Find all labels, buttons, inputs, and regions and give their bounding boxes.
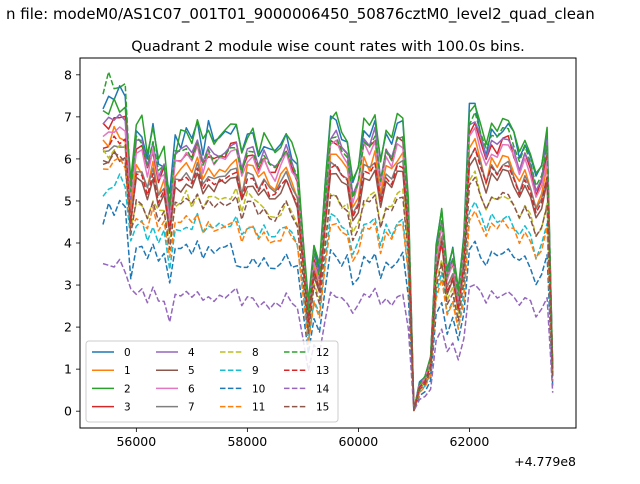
- x-tick-label: 56000: [116, 434, 156, 449]
- legend-label-15: 15: [316, 402, 329, 414]
- legend-box: [85, 340, 339, 423]
- legend-label-5: 5: [188, 365, 195, 377]
- legend-label-9: 9: [252, 365, 259, 377]
- series-line-9: [102, 173, 554, 412]
- legend-label-10: 10: [252, 383, 265, 395]
- y-tick-label: 0: [64, 404, 72, 419]
- y-tick-label: 4: [64, 236, 72, 251]
- y-tick-label: 6: [64, 151, 72, 166]
- series-line-2: [102, 98, 554, 411]
- legend-label-13: 13: [316, 365, 329, 377]
- series-line-15: [102, 152, 554, 412]
- series-line-5: [102, 149, 554, 412]
- suptitle: n file: modeM0/AS1C07_001T01_9000006450_…: [6, 5, 595, 24]
- y-tick-label: 1: [64, 362, 72, 377]
- legend-label-7: 7: [188, 402, 195, 414]
- x-tick-label: 58000: [227, 434, 267, 449]
- x-axis: 56000 58000 60000 62000: [116, 428, 489, 449]
- y-tick-label: 2: [64, 320, 72, 335]
- chart-title: Quadrant 2 module wise count rates with …: [131, 39, 525, 55]
- legend-label-4: 4: [188, 347, 195, 359]
- y-axis: 0 1 2 3 4 5 6 7 8: [64, 67, 80, 419]
- series-layer: [102, 71, 554, 412]
- legend-label-3: 3: [124, 402, 131, 414]
- series-line-10: [102, 199, 554, 412]
- x-tick-label: 62000: [450, 434, 490, 449]
- legend-label-8: 8: [252, 347, 259, 359]
- series-line-12: [102, 71, 554, 412]
- y-tick-label: 3: [64, 278, 72, 293]
- y-tick-label: 5: [64, 193, 72, 208]
- legend-label-14: 14: [316, 383, 330, 395]
- legend-label-1: 1: [124, 365, 131, 377]
- y-tick-label: 8: [64, 67, 72, 82]
- y-tick-label: 7: [64, 109, 72, 124]
- x-offset-text: +4.779e8: [514, 454, 576, 469]
- series-line-13: [102, 135, 554, 412]
- series-line-11: [102, 156, 554, 412]
- legend-label-2: 2: [124, 383, 131, 395]
- legend-label-11: 11: [252, 402, 265, 414]
- legend-label-6: 6: [188, 383, 195, 395]
- legend-label-12: 12: [316, 347, 329, 359]
- series-line-14: [102, 258, 554, 412]
- x-tick-label: 60000: [339, 434, 379, 449]
- legend-label-0: 0: [124, 347, 131, 359]
